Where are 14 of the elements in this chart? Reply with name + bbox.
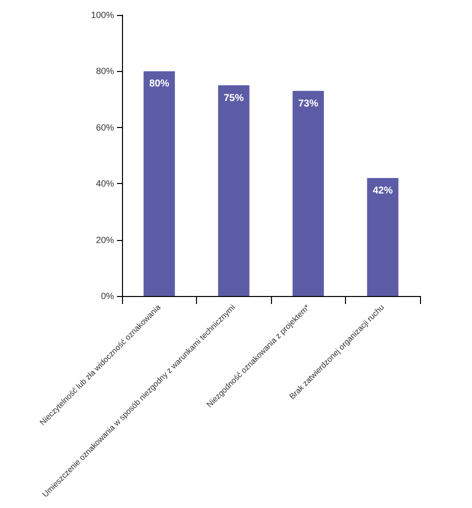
- bar: [367, 178, 398, 296]
- y-tick-label: 100%: [90, 10, 114, 20]
- bar: [218, 85, 250, 296]
- data-label: 73%: [298, 98, 318, 110]
- data-label: 80%: [149, 78, 170, 90]
- y-tick-label: 20%: [96, 234, 114, 245]
- y-tick-label: 40%: [96, 178, 114, 189]
- y-tick-label: 60%: [96, 122, 114, 132]
- data-label: 75%: [224, 92, 244, 104]
- bar: [292, 90, 324, 296]
- y-tick-label: 0%: [100, 291, 114, 301]
- y-tick-label: 80%: [96, 66, 114, 76]
- data-label: 42%: [372, 185, 393, 196]
- bar: [144, 71, 175, 296]
